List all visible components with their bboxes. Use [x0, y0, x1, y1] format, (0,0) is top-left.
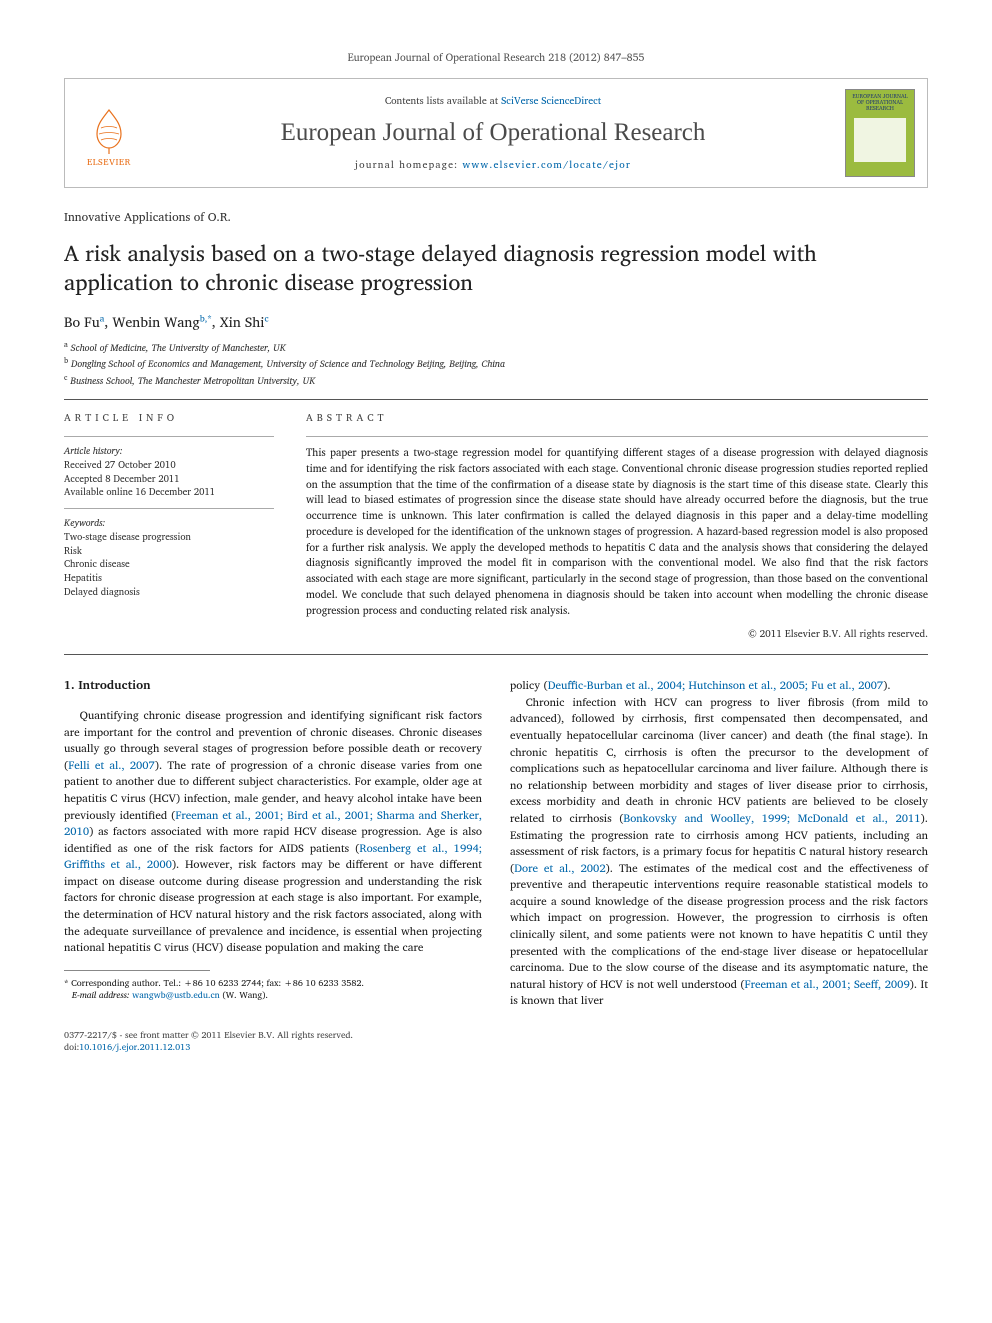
section-heading: 1. Introduction — [64, 677, 482, 695]
history-label: Article history: — [64, 444, 123, 459]
abstract-text: This paper presents a two-stage regressi… — [306, 445, 928, 618]
citation-link[interactable]: Felli et al., 2007 — [68, 756, 155, 774]
received-date: Received 27 October 2010 — [64, 458, 176, 473]
citation-link[interactable]: Dore et al., 2002 — [514, 859, 605, 877]
running-head: European Journal of Operational Research… — [64, 48, 928, 66]
contents-line: Contents lists available at SciVerse Sci… — [155, 93, 831, 109]
divider — [64, 399, 928, 400]
elsevier-logo: ELSEVIER — [77, 97, 141, 169]
journal-title: European Journal of Operational Research — [155, 119, 831, 147]
body-columns: 1. Introduction Quantifying chronic dise… — [64, 677, 928, 1009]
divider — [64, 654, 928, 655]
email-link[interactable]: wangwb@ustb.edu.cn — [132, 987, 220, 1002]
page-footer: 0377-2217/$ - see front matter © 2011 El… — [64, 1029, 928, 1054]
accepted-date: Accepted 8 December 2011 — [64, 472, 180, 487]
article-info-head: ARTICLE INFO — [64, 410, 274, 426]
homepage-prefix: journal homepage: — [355, 157, 462, 173]
affiliations: a School of Medicine, The University of … — [64, 340, 928, 389]
keywords-label: Keywords: — [64, 516, 105, 531]
article-title: A risk analysis based on a two-stage del… — [64, 239, 928, 296]
footnote-separator — [64, 970, 210, 971]
abstract-copyright: © 2011 Elsevier B.V. All rights reserved… — [306, 626, 928, 642]
doi-label: doi: — [64, 1039, 79, 1054]
journal-cover-thumbnail: EUROPEAN JOURNAL OF OPERATIONAL RESEARCH — [845, 89, 915, 177]
publisher-name: ELSEVIER — [87, 154, 131, 169]
journal-banner: ELSEVIER Contents lists available at Sci… — [64, 78, 928, 188]
author: Xin Shic — [220, 311, 269, 334]
citation-link[interactable]: Deuffic-Burban et al., 2004; Hutchinson … — [548, 676, 884, 694]
homepage-line: journal homepage: www.elsevier.com/locat… — [155, 157, 831, 173]
keyword: Delayed diagnosis — [64, 585, 140, 600]
contents-prefix: Contents lists available at — [385, 93, 501, 109]
citation-link[interactable]: Bonkovsky and Woolley, 1999; McDonald et… — [623, 809, 920, 827]
section-tag: Innovative Applications of O.R. — [64, 208, 928, 227]
online-date: Available online 16 December 2011 — [64, 485, 215, 500]
corresponding-author-footnote: * Corresponding author. Tel.: +86 10 623… — [64, 977, 482, 1002]
keyword: Chronic disease — [64, 557, 130, 572]
abstract-head: ABSTRACT — [306, 410, 928, 426]
author: Wenbin Wangb,* — [112, 311, 211, 334]
homepage-url[interactable]: www.elsevier.com/locate/ejor — [462, 157, 631, 173]
keyword: Risk — [64, 544, 82, 559]
abstract-column: ABSTRACT This paper presents a two-stage… — [306, 410, 928, 642]
author-list: Bo Fua, Wenbin Wangb,*, Xin Shic — [64, 310, 928, 334]
keyword: Hepatitis — [64, 571, 102, 586]
keyword: Two-stage disease progression — [64, 530, 191, 545]
cover-label: EUROPEAN JOURNAL OF OPERATIONAL RESEARCH — [850, 94, 910, 112]
doi-link[interactable]: 10.1016/j.ejor.2011.12.013 — [79, 1039, 190, 1054]
article-info-column: ARTICLE INFO Article history: Received 2… — [64, 410, 274, 642]
citation-link[interactable]: Freeman et al., 2001; Seeff, 2009 — [745, 975, 910, 993]
author: Bo Fua — [64, 311, 104, 334]
elsevier-tree-icon — [89, 108, 129, 154]
sciencedirect-link[interactable]: SciVerse ScienceDirect — [501, 93, 601, 109]
